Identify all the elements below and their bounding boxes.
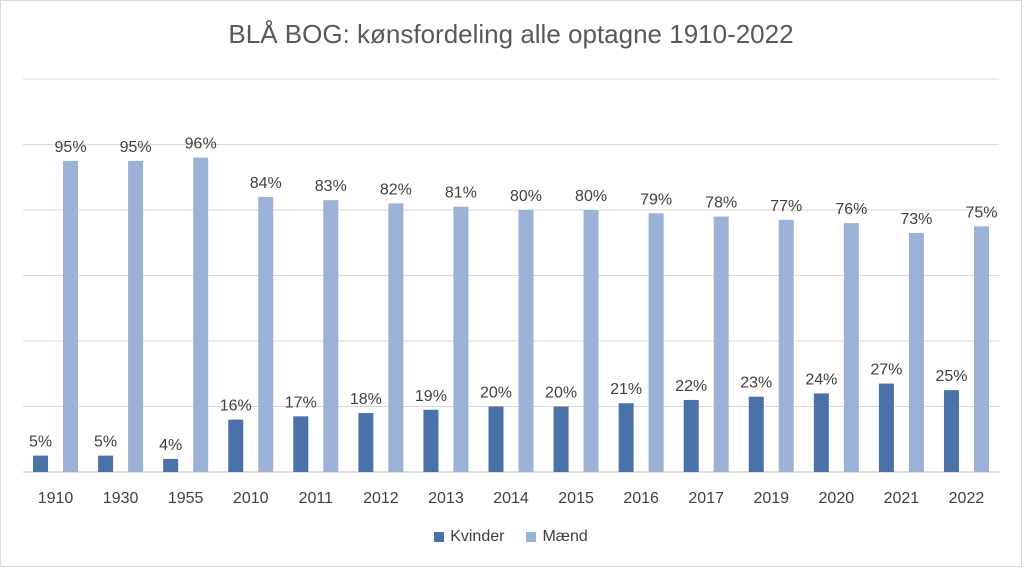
bar-kvinder-2020 — [813, 393, 829, 472]
data-label: 95% — [55, 139, 87, 156]
data-label: 79% — [640, 191, 672, 208]
legend-label-maend: Mænd — [542, 528, 588, 545]
legend-swatch-maend — [526, 532, 537, 542]
data-label: 77% — [770, 198, 802, 215]
data-label: 16% — [220, 398, 252, 415]
data-label: 96% — [185, 136, 217, 153]
bar-mnd-2019 — [778, 219, 794, 472]
x-tick-label: 2010 — [233, 490, 269, 507]
bar-mnd-2013 — [453, 206, 469, 472]
chart-title: BLÅ BOG: kønsfordeling alle optagne 1910… — [228, 19, 794, 49]
data-label: 75% — [965, 204, 997, 221]
data-label: 21% — [610, 381, 642, 398]
x-tick-label: 2017 — [688, 490, 724, 507]
data-label: 84% — [250, 175, 282, 192]
x-tick-label: 1955 — [168, 490, 204, 507]
x-tick-label: 1910 — [38, 490, 74, 507]
data-label: 20% — [545, 385, 577, 402]
bar-kvinder-2019 — [748, 396, 764, 472]
data-label: 25% — [935, 368, 967, 385]
data-label: 78% — [705, 195, 737, 212]
data-label: 24% — [805, 371, 837, 388]
bar-mnd-2022 — [973, 226, 989, 472]
data-label: 27% — [870, 362, 902, 379]
data-label: 80% — [575, 188, 607, 205]
data-label: 82% — [380, 181, 412, 198]
x-tick-label: 2021 — [884, 490, 920, 507]
bar-kvinder-2011 — [293, 416, 309, 472]
data-label: 76% — [835, 201, 867, 218]
bar-kvinder-2012 — [358, 413, 374, 472]
bar-mnd-2016 — [648, 213, 664, 472]
data-label: 95% — [120, 139, 152, 156]
x-tick-label: 2022 — [949, 490, 985, 507]
bar-kvinder-2014 — [488, 406, 504, 472]
bar-kvinder-2015 — [553, 406, 569, 472]
bar-mnd-2020 — [843, 223, 859, 472]
bar-kvinder-2017 — [683, 399, 699, 472]
bar-mnd-1930 — [128, 160, 144, 472]
x-tick-label: 2019 — [753, 490, 789, 507]
data-label: 23% — [740, 375, 772, 392]
legend: Kvinder Mænd — [1, 528, 1021, 546]
x-tick-label: 2015 — [558, 490, 594, 507]
bar-mnd-2011 — [323, 200, 339, 473]
bar-mnd-1910 — [63, 160, 79, 472]
bar-kvinder-1955 — [163, 458, 179, 472]
x-tick-label: 1930 — [103, 490, 139, 507]
data-label: 73% — [900, 211, 932, 228]
x-tick-label: 2016 — [623, 490, 659, 507]
bar-mnd-2014 — [518, 210, 534, 472]
bar-mnd-2012 — [388, 203, 404, 472]
bar-kvinder-1930 — [98, 455, 114, 472]
x-tick-label: 2013 — [428, 490, 464, 507]
x-tick-label: 2014 — [493, 490, 529, 507]
legend-label-kvinder: Kvinder — [450, 528, 505, 545]
bar-kvinder-2022 — [943, 390, 959, 472]
x-tick-label: 2011 — [299, 490, 334, 507]
bar-mnd-2021 — [908, 232, 924, 472]
bar-kvinder-2016 — [618, 403, 634, 472]
legend-entry-kvinder: Kvinder — [434, 528, 504, 546]
bar-mnd-2017 — [713, 216, 729, 472]
data-label: 5% — [29, 434, 52, 451]
x-tick-label: 2012 — [363, 490, 399, 507]
legend-entry-maend: Mænd — [526, 528, 588, 546]
data-label: 17% — [285, 394, 317, 411]
data-label: 4% — [159, 437, 182, 454]
bar-kvinder-2010 — [228, 419, 244, 472]
data-label: 81% — [445, 185, 477, 202]
data-label: 80% — [510, 188, 542, 205]
data-label: 20% — [480, 385, 512, 402]
data-label: 19% — [415, 388, 447, 405]
data-label: 22% — [675, 378, 707, 395]
data-label: 83% — [315, 178, 347, 195]
x-tick-label: 2020 — [819, 490, 855, 507]
bar-kvinder-2021 — [878, 383, 894, 472]
bar-mnd-2010 — [258, 196, 274, 472]
bar-kvinder-1910 — [33, 455, 49, 472]
bar-mnd-1955 — [193, 157, 209, 472]
data-label: 18% — [350, 391, 382, 408]
legend-swatch-kvinder — [434, 532, 445, 542]
bar-kvinder-2013 — [423, 409, 439, 472]
bar-mnd-2015 — [583, 210, 599, 472]
data-label: 5% — [94, 434, 117, 451]
